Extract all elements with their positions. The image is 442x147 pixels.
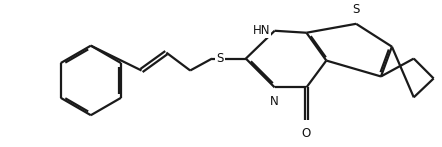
Text: S: S [352,4,360,16]
Text: HN: HN [253,24,270,37]
Text: N: N [270,95,279,108]
Text: O: O [302,127,311,141]
Text: S: S [217,52,224,65]
